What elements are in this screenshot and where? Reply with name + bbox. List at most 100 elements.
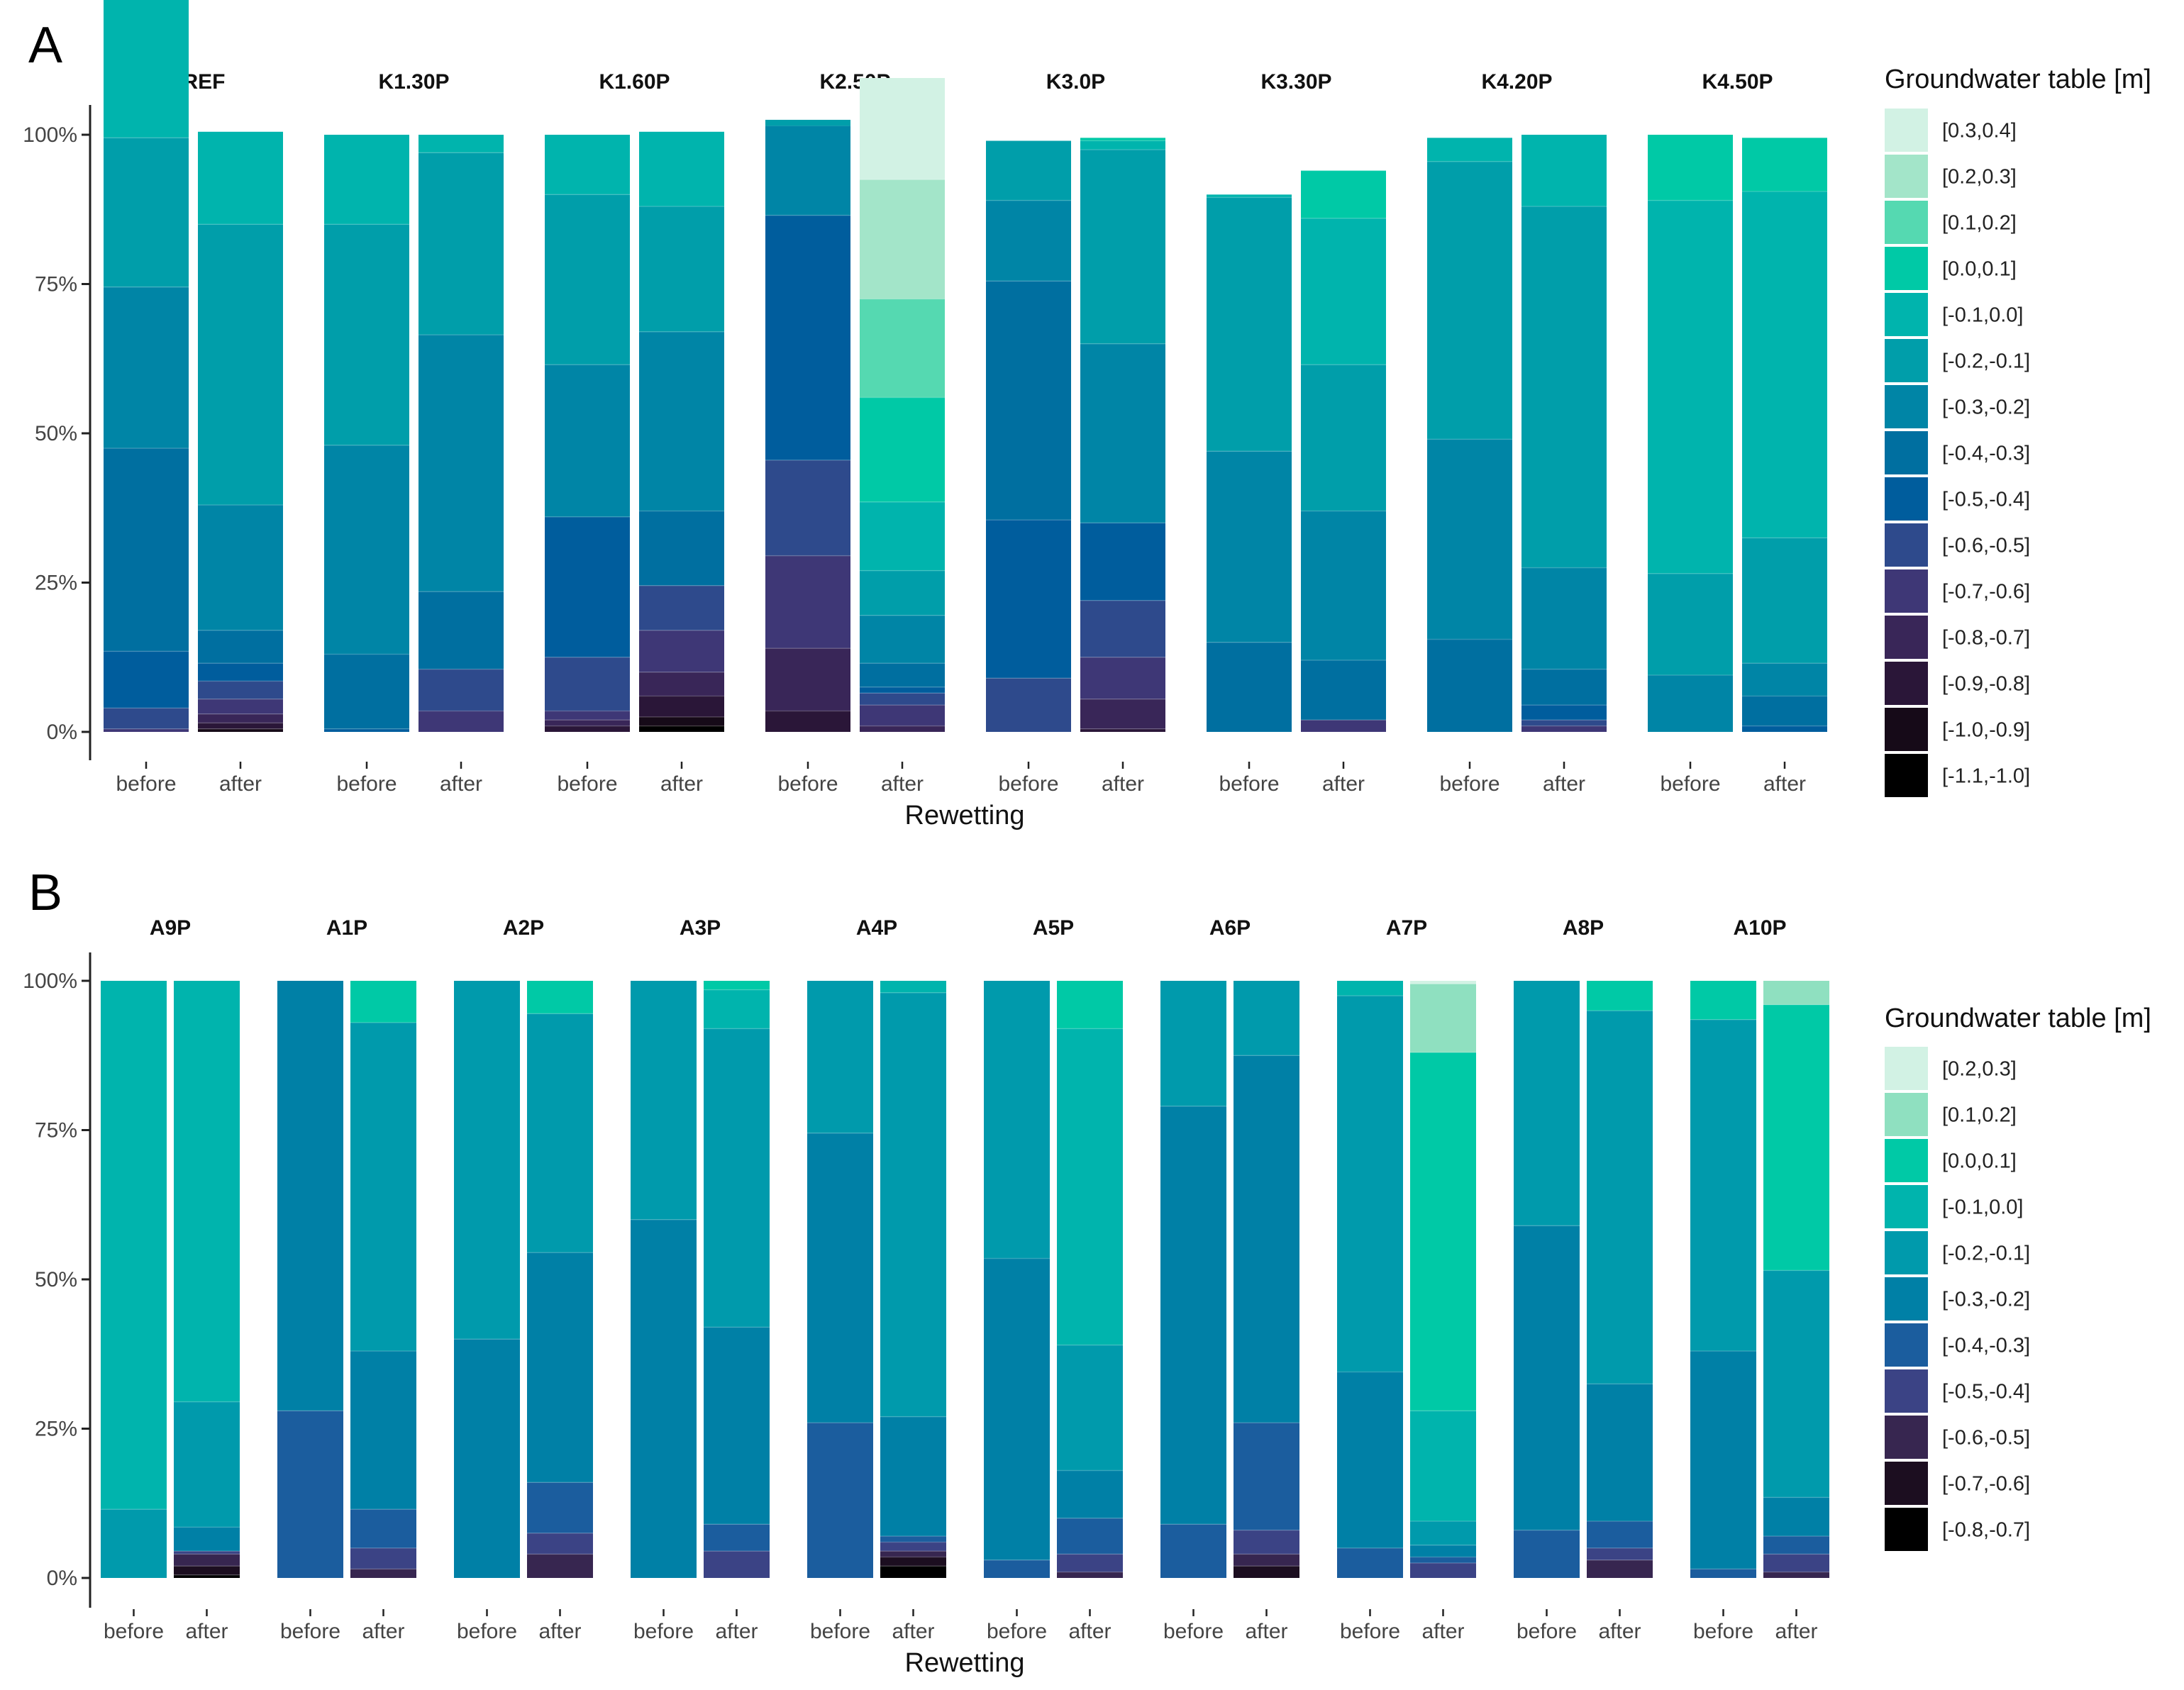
bar-segment bbox=[174, 1554, 240, 1567]
x-tick-label: after bbox=[185, 1620, 228, 1643]
bar-segment bbox=[1648, 675, 1733, 732]
facet-title: A6P bbox=[1209, 916, 1251, 940]
bar-segment bbox=[860, 397, 945, 502]
bar-segment bbox=[1410, 1411, 1476, 1522]
bar-segment bbox=[174, 1401, 240, 1528]
bar-segment bbox=[174, 1566, 240, 1575]
y-tick-label: 75% bbox=[35, 1119, 77, 1143]
x-tick-label: before bbox=[1219, 772, 1279, 796]
x-tick-label: after bbox=[1543, 772, 1585, 796]
bar-segment bbox=[704, 981, 770, 990]
bar-segment bbox=[860, 693, 945, 706]
bar-segment bbox=[639, 630, 724, 672]
bar-segment bbox=[1234, 1423, 1299, 1530]
bar-segment bbox=[765, 460, 850, 556]
legend-label: [-0.8,-0.7] bbox=[1942, 1519, 2030, 1542]
legend-label: [0.1,0.2] bbox=[1942, 212, 2017, 235]
y-tick-label: 25% bbox=[35, 572, 77, 595]
legend-swatch bbox=[1885, 1277, 1928, 1321]
bar-segment bbox=[984, 981, 1050, 1259]
bar-segment bbox=[527, 1482, 593, 1533]
bar-segment bbox=[639, 331, 724, 511]
bar-segment bbox=[1337, 996, 1403, 1372]
x-tick-label: after bbox=[440, 772, 482, 796]
bar-segment bbox=[860, 501, 945, 571]
bar-segment bbox=[198, 728, 283, 732]
bar-segment bbox=[104, 138, 189, 287]
bar-segment bbox=[104, 728, 189, 732]
bar-segment bbox=[1521, 720, 1607, 726]
bar-segment bbox=[1207, 197, 1292, 452]
bar-segment bbox=[639, 131, 724, 207]
x-tick-label: after bbox=[538, 1620, 581, 1643]
bar-segment bbox=[1427, 639, 1512, 732]
y-tick-label: 100% bbox=[23, 969, 77, 993]
x-tick-label: after bbox=[1322, 772, 1365, 796]
bar-segment bbox=[1648, 200, 1733, 574]
bar-segment bbox=[1080, 600, 1165, 657]
bar-segment bbox=[1427, 439, 1512, 640]
x-tick-label: after bbox=[1102, 772, 1144, 796]
bar-segment bbox=[1763, 1572, 1829, 1578]
x-tick-label: after bbox=[1068, 1620, 1111, 1643]
bar-segment bbox=[631, 1219, 697, 1578]
bar-segment bbox=[1080, 343, 1165, 523]
bar-segment bbox=[1521, 669, 1607, 706]
bar-segment bbox=[1690, 1019, 1756, 1352]
bar-segment bbox=[1234, 981, 1299, 1056]
panel-label: A bbox=[28, 17, 62, 74]
bar-segment bbox=[765, 648, 850, 711]
bar-segment bbox=[1301, 218, 1386, 365]
legend-label: [0.0,0.1] bbox=[1942, 1150, 2017, 1173]
bar-segment bbox=[860, 705, 945, 726]
bar-segment bbox=[1080, 523, 1165, 601]
bar-segment bbox=[545, 711, 630, 721]
legend-swatch bbox=[1885, 616, 1928, 659]
bar-segment bbox=[104, 651, 189, 708]
bar-segment bbox=[1742, 696, 1827, 726]
bar-segment bbox=[880, 1416, 946, 1537]
legend-label: [-0.2,-0.1] bbox=[1942, 1243, 2030, 1265]
bar-segment bbox=[545, 657, 630, 711]
bar-segment bbox=[1763, 1270, 1829, 1498]
bar-segment bbox=[350, 981, 416, 1023]
bar-segment bbox=[174, 1551, 240, 1555]
bar-segment bbox=[860, 179, 945, 299]
x-tick-label: after bbox=[1775, 1620, 1817, 1643]
bar-segment bbox=[418, 711, 504, 732]
bar-segment bbox=[1410, 1545, 1476, 1557]
x-tick-label: after bbox=[362, 1620, 404, 1643]
bar-segment bbox=[198, 723, 283, 729]
x-tick-label: before bbox=[1340, 1620, 1400, 1643]
bar-segment bbox=[1301, 511, 1386, 660]
bar-segment bbox=[1763, 981, 1829, 1005]
x-tick-label: before bbox=[777, 772, 838, 796]
legend-swatch bbox=[1885, 201, 1928, 244]
bar-segment bbox=[198, 630, 283, 664]
bar-segment bbox=[104, 0, 189, 138]
bar-segment bbox=[1742, 538, 1827, 664]
bar-segment bbox=[880, 1551, 946, 1557]
legend-label: [-0.5,-0.4] bbox=[1942, 489, 2030, 511]
bar-segment bbox=[1742, 191, 1827, 538]
x-tick-label: before bbox=[557, 772, 617, 796]
bar-segment bbox=[860, 663, 945, 687]
x-tick-label: before bbox=[633, 1620, 694, 1643]
facet-title: K1.30P bbox=[378, 70, 449, 94]
bar-segment bbox=[277, 1411, 343, 1578]
bar-segment bbox=[1057, 1518, 1123, 1555]
legend-swatch bbox=[1885, 1185, 1928, 1228]
bar-segment bbox=[545, 135, 630, 195]
legend-label: [-0.7,-0.6] bbox=[1942, 581, 2030, 604]
bar-segment bbox=[418, 152, 504, 335]
bar-segment bbox=[324, 224, 409, 445]
legend: Groundwater table [m] [0.2,0.3] [0.1,0.2] [… bbox=[1885, 1004, 2151, 1551]
bar-segment bbox=[984, 1258, 1050, 1560]
x-tick-label: before bbox=[280, 1620, 340, 1643]
bar-segment bbox=[765, 215, 850, 460]
bar-segment bbox=[350, 1022, 416, 1352]
bar-segment bbox=[807, 981, 873, 1133]
bar-segment bbox=[1080, 138, 1165, 141]
bar-segment bbox=[1410, 1521, 1476, 1545]
